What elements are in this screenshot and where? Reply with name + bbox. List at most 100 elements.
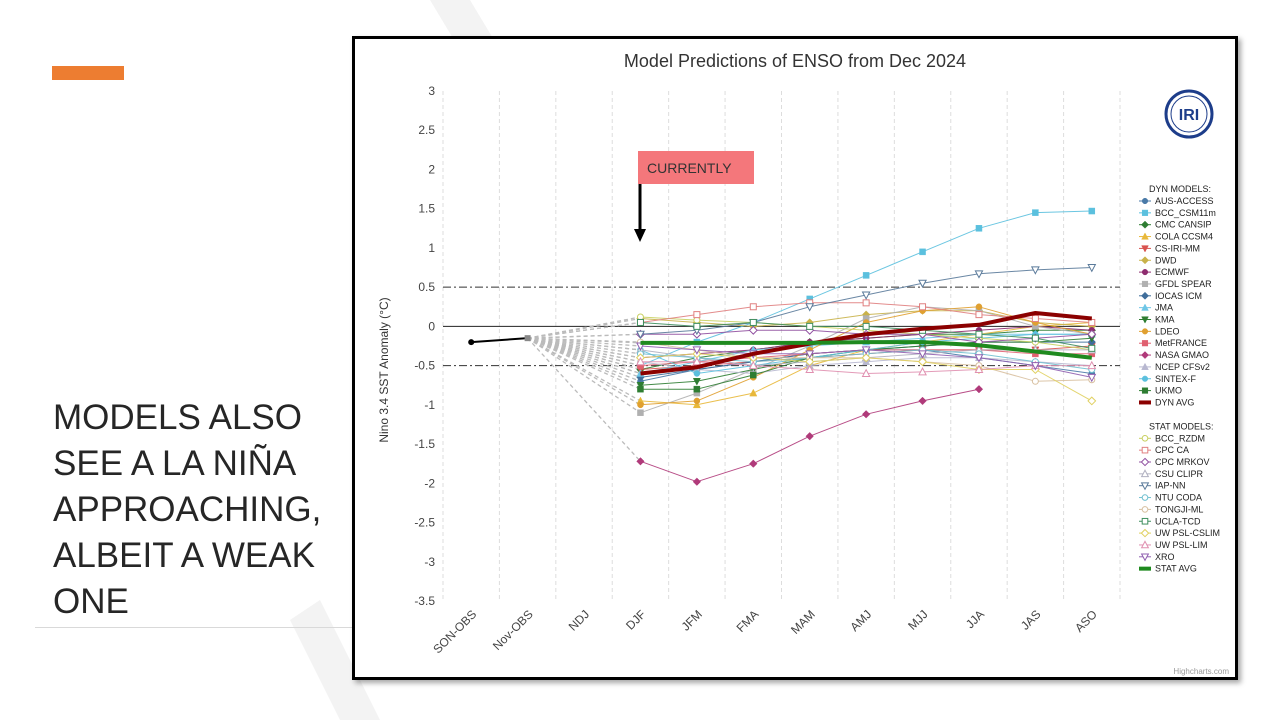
point-nasa-gmao [918, 396, 927, 406]
legend-item-bcc-rzdm: BCC_RZDM [1155, 433, 1205, 443]
legend-item-iocas-icm: IOCAS ICM [1155, 291, 1202, 301]
legend-item-ecmwf: ECMWF [1155, 267, 1189, 277]
legend-dyn-header: DYN MODELS: [1149, 184, 1211, 194]
y-tick-label: -1.5 [414, 437, 435, 451]
legend-swatch-aus-access [1141, 197, 1149, 205]
point-cpc-ca [919, 303, 927, 311]
y-tick-label: -2.5 [414, 516, 435, 530]
y-tick-label: -2 [424, 476, 435, 490]
observed-point [468, 339, 475, 346]
legend-item-nasa-gmao: NASA GMAO [1155, 350, 1209, 360]
legend-swatch-bcc-csm11m [1141, 209, 1149, 216]
series-dyn-avg [640, 311, 1092, 376]
point-cpc-mrkov [748, 325, 758, 335]
connector-cs-iri-mm [527, 337, 641, 371]
point-tongji-ml [1031, 377, 1039, 385]
point-iap-nn [805, 303, 815, 312]
legend-item-stat-avg: STAT AVG [1155, 564, 1197, 574]
reference-lines [443, 286, 1120, 367]
legend-item-csu-clipr: CSU CLIPR [1155, 469, 1204, 479]
point-gfdl-spear [637, 409, 644, 416]
series-line-stat-avg [640, 340, 1093, 360]
legend-item-ncep-cfsv2: NCEP CFSv2 [1155, 362, 1210, 372]
legend-item-ntu-coda: NTU CODA [1155, 493, 1202, 503]
y-tick-label: 3 [428, 84, 435, 98]
connector-dyn-avg [527, 337, 641, 375]
point-uw-psl-lim [918, 367, 927, 376]
series-nasa-gmao [636, 385, 984, 486]
point-iap-nn [861, 291, 871, 300]
series-layer [635, 207, 1097, 486]
legend-item-jma: JMA [1155, 303, 1173, 313]
point-uw-psl-lim [1087, 360, 1097, 370]
x-axis-ticks: SON-OBS Nov-OBS NDJ DJF JFM FMA MAM AMJ MJJ JJA JA… [430, 607, 1100, 656]
connector-iap-nn [527, 333, 641, 339]
y-tick-label: -3.5 [414, 594, 435, 608]
y-axis-ticks: 3 2.5 2 1.5 1 0.5 0 -0.5 -1 -1.5 -2 -2.5 -3 -3.5 [414, 84, 435, 608]
connector-iocas-icm [527, 337, 641, 378]
legend-swatch-cpc-ca [1141, 446, 1149, 454]
connector-bcc-rzdm [527, 316, 641, 339]
point-bcc-csm11m [1032, 209, 1039, 216]
legend-swatch-bcc-rzdm [1141, 435, 1149, 442]
point-xro [861, 346, 871, 355]
currently-arrow-head [634, 229, 646, 242]
forecast-connectors [527, 316, 641, 462]
point-kma [636, 381, 645, 390]
legend-swatch-metfrance [1141, 340, 1149, 347]
legend-item-uw-psl-cslim: UW PSL-CSLIM [1155, 528, 1220, 538]
point-iap-nn [636, 330, 645, 340]
point-ucla-tcd [1031, 334, 1039, 342]
legend-item-ucla-tcd: UCLA-TCD [1155, 516, 1201, 526]
connector-ntu-coda [527, 337, 641, 355]
legend-swatch-ukmo [1141, 387, 1149, 394]
point-cpc-ca [862, 299, 870, 307]
legend-swatch-ntu-coda [1141, 494, 1149, 501]
y-tick-label: 1 [428, 241, 435, 255]
y-tick-label: 2 [428, 162, 435, 176]
point-iap-nn [974, 270, 984, 279]
point-uw-psl-cslim [1087, 396, 1097, 406]
legend-swatch-cmc-cansip [1141, 220, 1149, 229]
x-tick-label: JAS [1018, 607, 1043, 632]
series-line-dyn-avg [640, 311, 1092, 376]
legend-swatch-gfdl-spear [1141, 280, 1149, 287]
point-iap-nn [918, 279, 927, 289]
enso-chart: Model Predictions of ENSO from Dec 2024 … [377, 51, 1229, 676]
legend-item-xro: XRO [1155, 552, 1175, 562]
point-cpc-ca [1088, 318, 1096, 326]
point-uw-psl-lim [636, 356, 645, 366]
connector-ldeo [527, 337, 641, 406]
legend-swatch-kma [1141, 316, 1149, 324]
point-nasa-gmao [805, 432, 814, 441]
legend-swatch-uw-psl-lim [1140, 540, 1150, 549]
point-bcc-csm11m [1088, 207, 1096, 215]
point-kma [692, 378, 701, 386]
point-iap-nn [1030, 266, 1040, 275]
legend-item-sintex-f: SINTEX-F [1155, 374, 1197, 384]
point-xro [692, 346, 702, 355]
point-xro [918, 350, 927, 359]
legend-item-kma: KMA [1155, 315, 1175, 325]
legend-swatch-ucla-tcd [1141, 517, 1149, 525]
connector-xro [527, 337, 641, 347]
highcharts-credit: Highcharts.com [1173, 667, 1229, 676]
series-stat-avg [640, 340, 1093, 360]
x-tick-label: JJA [963, 607, 987, 631]
legend-swatch-iap-nn [1140, 482, 1150, 491]
legend-swatch-csu-clipr [1140, 469, 1150, 478]
legend: DYN MODELS: AUS-ACCESS BCC_CSM11m CMC CANSI… [1139, 184, 1220, 574]
point-uw-psl-lim [692, 356, 702, 366]
point-cpc-ca [749, 303, 757, 311]
chart-title: Model Predictions of ENSO from Dec 2024 [624, 51, 966, 71]
connector-gfdl-spear [527, 337, 641, 414]
x-tick-label: MJJ [905, 607, 930, 632]
point-uw-psl-lim [861, 368, 871, 377]
observed-point [524, 335, 531, 342]
legend-item-aus-access: AUS-ACCESS [1155, 196, 1214, 206]
point-nasa-gmao [692, 477, 702, 486]
legend-swatch-cs-iri-mm [1141, 245, 1149, 253]
legend-item-ldeo: LDEO [1155, 326, 1180, 336]
legend-item-dwd: DWD [1155, 255, 1177, 265]
point-bcc-csm11m [919, 248, 926, 256]
